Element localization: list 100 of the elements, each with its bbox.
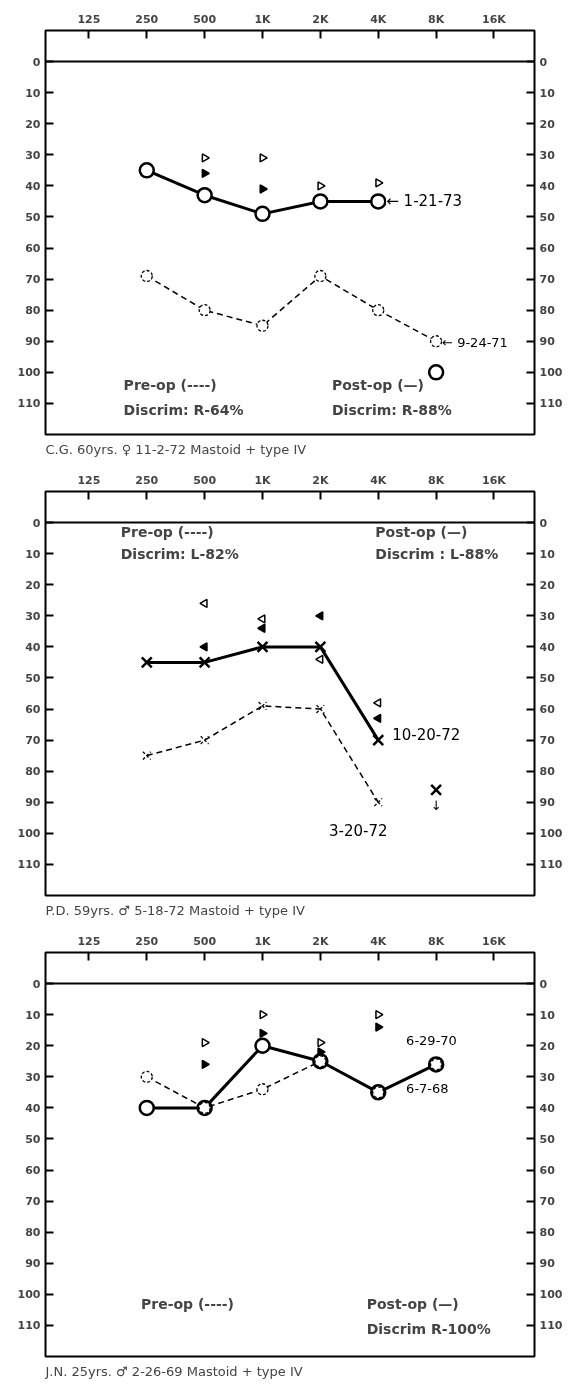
y2-tick-label: 80	[539, 1226, 556, 1240]
y-tick-label: 30	[25, 148, 41, 162]
y-tick-label: 60	[25, 242, 41, 256]
x-tick-label: 8K	[428, 473, 445, 487]
y2-tick-label: 10	[539, 1008, 556, 1022]
y2-tick-label: 50	[539, 1132, 556, 1146]
y-tick-label: 80	[25, 1226, 41, 1240]
y-tick-label: 70	[25, 1195, 41, 1209]
y-tick-label: 110	[17, 397, 41, 411]
y-tick-label: 80	[25, 765, 41, 779]
y2-tick-label: 40	[539, 1101, 556, 1115]
annotation: ← 9-24-71	[442, 334, 508, 350]
y2-tick-label: 60	[539, 242, 556, 256]
y2-tick-label: 70	[539, 273, 556, 287]
x-axis-title: P.D. 59yrs. ♂ 5-18-72 Mastoid + type IV	[45, 902, 306, 918]
annotation: Post-op (—)	[375, 523, 468, 540]
y-tick-label: 0	[32, 55, 41, 69]
y-tick-label: 100	[17, 827, 41, 841]
x-tick-label: 8K	[428, 12, 445, 26]
y-tick-label: 100	[17, 1288, 41, 1302]
y2-tick-label: 60	[539, 1164, 556, 1178]
y-tick-label: 20	[25, 117, 41, 131]
y2-tick-label: 40	[539, 179, 556, 193]
x-tick-label: 4K	[370, 934, 387, 948]
y2-tick-label: 60	[539, 703, 556, 717]
annotation: Pre-op (----)	[123, 376, 217, 393]
y2-tick-label: 90	[539, 796, 556, 810]
annotation: Discrim: L-82%	[120, 545, 239, 562]
annotation: 3-20-72	[328, 822, 388, 841]
x-tick-label: 1K	[254, 12, 272, 26]
y-tick-label: 10	[25, 547, 41, 561]
y-tick-label: 50	[25, 210, 41, 224]
y2-tick-label: 30	[539, 1070, 556, 1084]
annotation: ↓	[430, 798, 442, 814]
y2-tick-label: 20	[539, 117, 556, 131]
y2-tick-label: 90	[539, 335, 556, 349]
y-tick-label: 40	[25, 1101, 41, 1115]
annotation: Post-op (—)	[366, 1295, 459, 1312]
y-tick-label: 110	[17, 858, 41, 872]
annotation: Pre-op (----)	[140, 1295, 235, 1312]
y2-tick-label: 50	[539, 671, 556, 685]
y-tick-label: 30	[25, 609, 41, 623]
y2-tick-label: 50	[539, 210, 556, 224]
y-tick-label: 90	[25, 1257, 41, 1271]
x-tick-label: 250	[135, 934, 159, 948]
x-tick-label: 16K	[482, 934, 507, 948]
x-tick-label: 2K	[312, 473, 329, 487]
x-tick-label: 1K	[254, 934, 272, 948]
y-tick-label: 20	[25, 578, 41, 592]
y2-tick-label: 110	[539, 858, 563, 872]
y-tick-label: 70	[25, 273, 41, 287]
y2-tick-label: 20	[539, 578, 556, 592]
y-tick-label: 20	[25, 1039, 41, 1053]
y-tick-label: 110	[17, 1319, 41, 1333]
x-tick-label: 125	[77, 12, 101, 26]
y2-tick-label: 90	[539, 1257, 556, 1271]
y2-tick-label: 0	[539, 516, 548, 530]
x-tick-label: 8K	[428, 934, 445, 948]
y-tick-label: 90	[25, 796, 41, 810]
annotation: Discrim R-100%	[366, 1320, 491, 1337]
x-tick-label: 125	[77, 473, 101, 487]
y-tick-label: 40	[25, 640, 41, 654]
annotation: Discrim : L-88%	[375, 545, 499, 562]
y-tick-label: 0	[32, 977, 41, 991]
x-tick-label: 2K	[312, 934, 329, 948]
y-tick-label: 50	[25, 671, 41, 685]
y2-tick-label: 100	[539, 366, 563, 380]
y-tick-label: 100	[17, 366, 41, 380]
y-tick-label: 90	[25, 335, 41, 349]
y2-tick-label: 110	[539, 397, 563, 411]
x-tick-label: 500	[193, 473, 217, 487]
x-tick-label: 16K	[482, 473, 507, 487]
y2-tick-label: 70	[539, 1195, 556, 1209]
annotation: Discrim: R-88%	[331, 401, 452, 418]
y2-tick-label: 40	[539, 640, 556, 654]
x-tick-label: 250	[135, 12, 159, 26]
y-tick-label: 70	[25, 734, 41, 748]
y2-tick-label: 30	[539, 148, 556, 162]
x-tick-label: 500	[193, 12, 217, 26]
y2-tick-label: 30	[539, 609, 556, 623]
x-axis-title: C.G. 60yrs. ♀ 11-2-72 Mastoid + type IV	[45, 441, 307, 457]
y2-tick-label: 10	[539, 547, 556, 561]
x-axis-title: J.N. 25yrs. ♂ 2-26-69 Mastoid + type IV	[44, 1363, 303, 1379]
x-tick-label: 500	[193, 934, 217, 948]
y2-tick-label: 10	[539, 86, 556, 100]
y-tick-label: 10	[25, 86, 41, 100]
annotation: Pre-op (----)	[120, 523, 214, 540]
y2-tick-label: 110	[539, 1319, 563, 1333]
x-tick-label: 4K	[370, 473, 387, 487]
y2-tick-label: 0	[539, 55, 548, 69]
y2-tick-label: 20	[539, 1039, 556, 1053]
annotation: Post-op (—)	[331, 376, 424, 393]
y2-tick-label: 80	[539, 304, 556, 318]
y2-tick-label: 0	[539, 977, 548, 991]
annotation: 6-29-70	[406, 1032, 457, 1048]
y-tick-label: 40	[25, 179, 41, 193]
annotation: Discrim: R-64%	[123, 401, 244, 418]
y-tick-label: 60	[25, 1164, 41, 1178]
x-tick-label: 4K	[370, 12, 387, 26]
annotation: ← 1-21-73	[386, 192, 463, 211]
